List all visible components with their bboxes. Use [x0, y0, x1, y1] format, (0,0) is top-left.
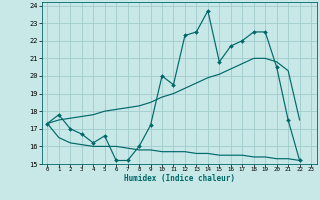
X-axis label: Humidex (Indice chaleur): Humidex (Indice chaleur) [124, 174, 235, 183]
